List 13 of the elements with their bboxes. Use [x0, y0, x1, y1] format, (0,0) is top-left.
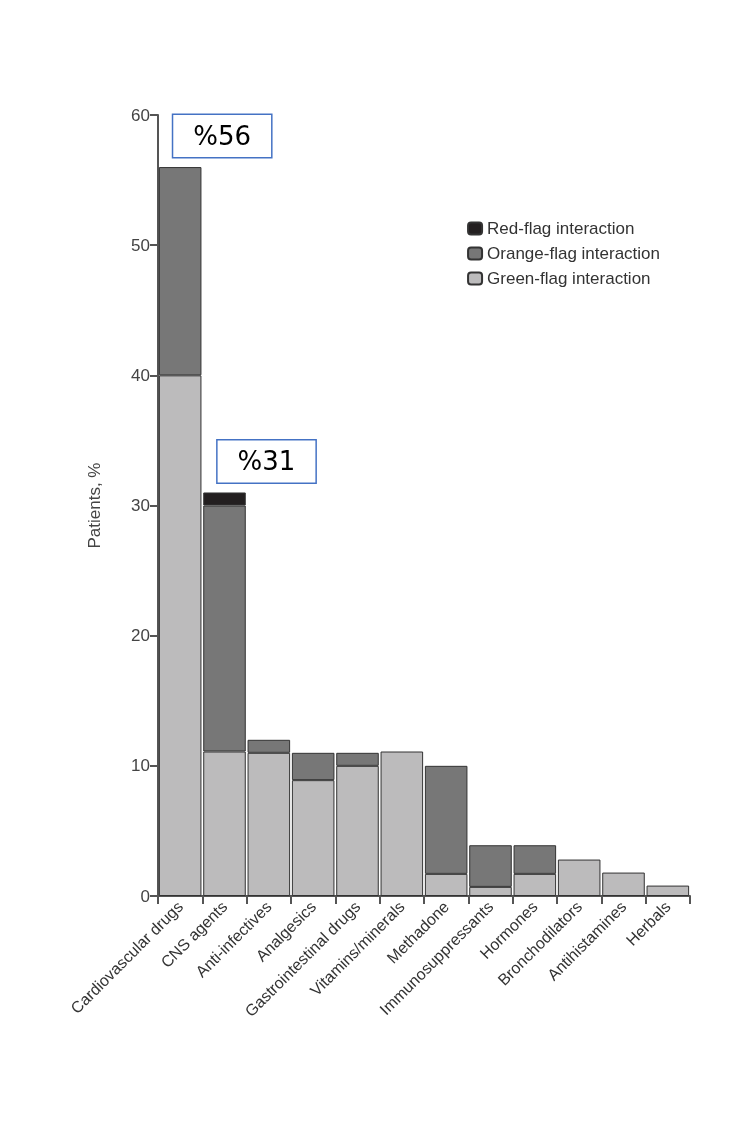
y-tick-label: 40 [131, 365, 150, 385]
y-tick-label: 10 [131, 756, 150, 776]
y-tick-label: 50 [131, 235, 150, 255]
legend-label: Green-flag interaction [487, 269, 651, 288]
y-tick-label: 30 [131, 496, 150, 515]
y-axis-title: Patients, % [85, 462, 104, 549]
y-tick-label: 0 [140, 886, 150, 906]
y-tick-label: 60 [131, 105, 150, 125]
annotation: %56 [193, 121, 252, 152]
y-tick-label: 20 [131, 626, 150, 646]
legend-label: Orange-flag interaction [487, 244, 661, 263]
annotation: %31 [237, 446, 296, 477]
legend-label: Red-flag interaction [487, 219, 635, 238]
